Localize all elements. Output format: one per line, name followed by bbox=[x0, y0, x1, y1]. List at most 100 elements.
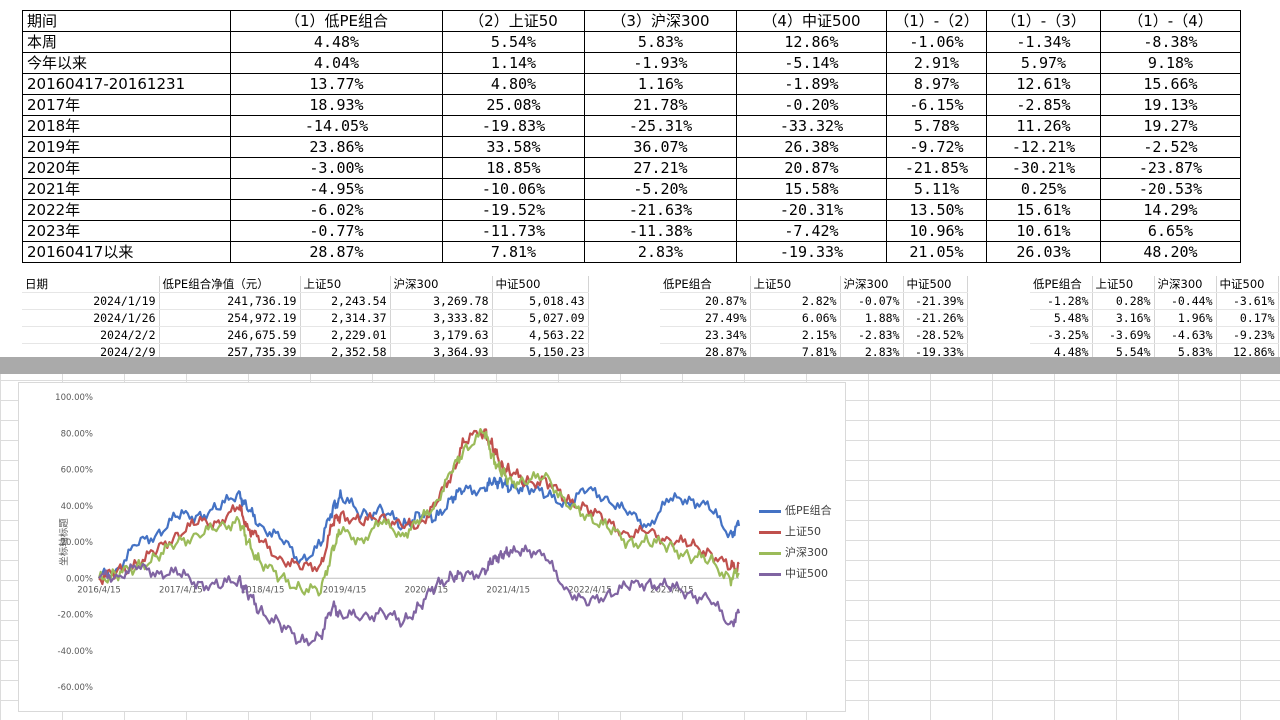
table-cell[interactable]: 5,018.43 bbox=[492, 292, 589, 310]
table-cell[interactable]: 5.11% bbox=[886, 178, 987, 200]
table-cell[interactable]: -21.63% bbox=[584, 199, 737, 221]
table-cell[interactable]: 3,333.82 bbox=[390, 309, 493, 327]
table-cell[interactable]: -20.53% bbox=[1100, 178, 1241, 200]
table-cell[interactable]: -1.93% bbox=[584, 52, 737, 74]
table-cell[interactable]: 20.87% bbox=[660, 292, 751, 310]
table-cell[interactable]: -12.21% bbox=[986, 136, 1101, 158]
header-cell[interactable]: （1）-（2） bbox=[886, 10, 987, 32]
table-cell[interactable]: 12.86% bbox=[1216, 343, 1279, 361]
table-cell[interactable]: 2024/1/19 bbox=[22, 292, 160, 310]
table-cell[interactable]: -3.69% bbox=[1092, 326, 1155, 344]
table-cell[interactable]: 27.21% bbox=[584, 157, 737, 179]
table-cell[interactable]: 2024/2/2 bbox=[22, 326, 160, 344]
table-cell[interactable]: 5.48% bbox=[1030, 309, 1093, 327]
header-cell[interactable]: 中证500 bbox=[903, 276, 968, 293]
table-cell[interactable]: 0.25% bbox=[986, 178, 1101, 200]
table-cell[interactable]: -0.07% bbox=[840, 292, 904, 310]
table-cell[interactable]: 4,563.22 bbox=[492, 326, 589, 344]
header-cell[interactable]: （4）中证500 bbox=[736, 10, 887, 32]
table-cell[interactable]: 21.05% bbox=[886, 241, 987, 263]
table-cell[interactable]: -3.25% bbox=[1030, 326, 1093, 344]
table-cell[interactable]: 5.83% bbox=[584, 31, 737, 53]
table-cell[interactable]: 18.93% bbox=[230, 94, 443, 116]
table-cell[interactable]: -23.87% bbox=[1100, 157, 1241, 179]
header-cell[interactable]: 沪深300 bbox=[1154, 276, 1217, 293]
table-cell[interactable]: -4.95% bbox=[230, 178, 443, 200]
table-cell[interactable]: -6.02% bbox=[230, 199, 443, 221]
table-cell[interactable]: 1.88% bbox=[840, 309, 904, 327]
table-cell[interactable]: 21.78% bbox=[584, 94, 737, 116]
table-cell[interactable]: -7.42% bbox=[736, 220, 887, 242]
table-cell[interactable]: 9.18% bbox=[1100, 52, 1241, 74]
table-cell[interactable]: 13.77% bbox=[230, 73, 443, 95]
table-cell[interactable]: 2,314.37 bbox=[300, 309, 391, 327]
table-cell[interactable]: 2.15% bbox=[750, 326, 841, 344]
table-cell[interactable]: -21.26% bbox=[903, 309, 968, 327]
table-cell[interactable]: 3.16% bbox=[1092, 309, 1155, 327]
table-cell[interactable]: 2.91% bbox=[886, 52, 987, 74]
table-cell[interactable]: 254,972.19 bbox=[159, 309, 301, 327]
header-cell[interactable]: 沪深300 bbox=[390, 276, 493, 293]
table-cell[interactable]: -19.83% bbox=[442, 115, 585, 137]
table-cell[interactable]: -9.23% bbox=[1216, 326, 1279, 344]
table-cell[interactable]: 5.54% bbox=[442, 31, 585, 53]
table-cell[interactable]: 26.38% bbox=[736, 136, 887, 158]
table-cell[interactable]: 0.17% bbox=[1216, 309, 1279, 327]
table-cell[interactable]: 10.96% bbox=[886, 220, 987, 242]
table-cell[interactable]: 4.48% bbox=[230, 31, 443, 53]
table-cell[interactable]: 2024/1/26 bbox=[22, 309, 160, 327]
table-cell[interactable]: 15.61% bbox=[986, 199, 1101, 221]
table-cell[interactable]: 23.86% bbox=[230, 136, 443, 158]
table-cell[interactable]: 246,675.59 bbox=[159, 326, 301, 344]
table-cell[interactable]: 2019年 bbox=[22, 136, 231, 158]
table-cell[interactable]: 241,736.19 bbox=[159, 292, 301, 310]
header-cell[interactable]: 沪深300 bbox=[840, 276, 904, 293]
header-cell[interactable]: 低PE组合 bbox=[1030, 276, 1093, 293]
table-cell[interactable]: -2.85% bbox=[986, 94, 1101, 116]
table-cell[interactable]: 13.50% bbox=[886, 199, 987, 221]
table-cell[interactable]: 36.07% bbox=[584, 136, 737, 158]
table-cell[interactable]: 25.08% bbox=[442, 94, 585, 116]
table-cell[interactable]: 2017年 bbox=[22, 94, 231, 116]
table-cell[interactable]: -33.32% bbox=[736, 115, 887, 137]
table-cell[interactable]: 23.34% bbox=[660, 326, 751, 344]
table-cell[interactable]: 14.29% bbox=[1100, 199, 1241, 221]
table-cell[interactable]: 12.86% bbox=[736, 31, 887, 53]
table-cell[interactable]: 7.81% bbox=[442, 241, 585, 263]
table-cell[interactable]: 2.82% bbox=[750, 292, 841, 310]
table-cell[interactable]: -11.38% bbox=[584, 220, 737, 242]
table-cell[interactable]: 15.58% bbox=[736, 178, 887, 200]
table-cell[interactable]: 8.97% bbox=[886, 73, 987, 95]
table-cell[interactable]: 5.78% bbox=[886, 115, 987, 137]
table-cell[interactable]: -1.28% bbox=[1030, 292, 1093, 310]
table-cell[interactable]: 今年以来 bbox=[22, 52, 231, 74]
table-cell[interactable]: 5,027.09 bbox=[492, 309, 589, 327]
table-cell[interactable]: 20160417以来 bbox=[22, 241, 231, 263]
header-cell[interactable]: 上证50 bbox=[300, 276, 391, 293]
table-cell[interactable]: 4.80% bbox=[442, 73, 585, 95]
table-cell[interactable]: 18.85% bbox=[442, 157, 585, 179]
table-cell[interactable]: 28.87% bbox=[230, 241, 443, 263]
table-cell[interactable]: 33.58% bbox=[442, 136, 585, 158]
header-cell[interactable]: 中证500 bbox=[492, 276, 589, 293]
table-cell[interactable]: -21.39% bbox=[903, 292, 968, 310]
table-cell[interactable]: -1.06% bbox=[886, 31, 987, 53]
table-cell[interactable]: 3,179.63 bbox=[390, 326, 493, 344]
table-cell[interactable]: 2,243.54 bbox=[300, 292, 391, 310]
table-cell[interactable]: -19.52% bbox=[442, 199, 585, 221]
table-cell[interactable]: 6.06% bbox=[750, 309, 841, 327]
table-cell[interactable]: -3.61% bbox=[1216, 292, 1279, 310]
header-cell[interactable]: 上证50 bbox=[750, 276, 841, 293]
table-cell[interactable]: -0.20% bbox=[736, 94, 887, 116]
table-cell[interactable]: -0.77% bbox=[230, 220, 443, 242]
table-cell[interactable]: 11.26% bbox=[986, 115, 1101, 137]
table-cell[interactable]: -5.14% bbox=[736, 52, 887, 74]
table-cell[interactable]: 27.49% bbox=[660, 309, 751, 327]
table-cell[interactable]: -14.05% bbox=[230, 115, 443, 137]
table-cell[interactable]: 20.87% bbox=[736, 157, 887, 179]
table-cell[interactable]: -1.89% bbox=[736, 73, 887, 95]
table-cell[interactable]: 5.97% bbox=[986, 52, 1101, 74]
table-cell[interactable]: -5.20% bbox=[584, 178, 737, 200]
table-cell[interactable]: 2.83% bbox=[584, 241, 737, 263]
header-cell[interactable]: 中证500 bbox=[1216, 276, 1279, 293]
